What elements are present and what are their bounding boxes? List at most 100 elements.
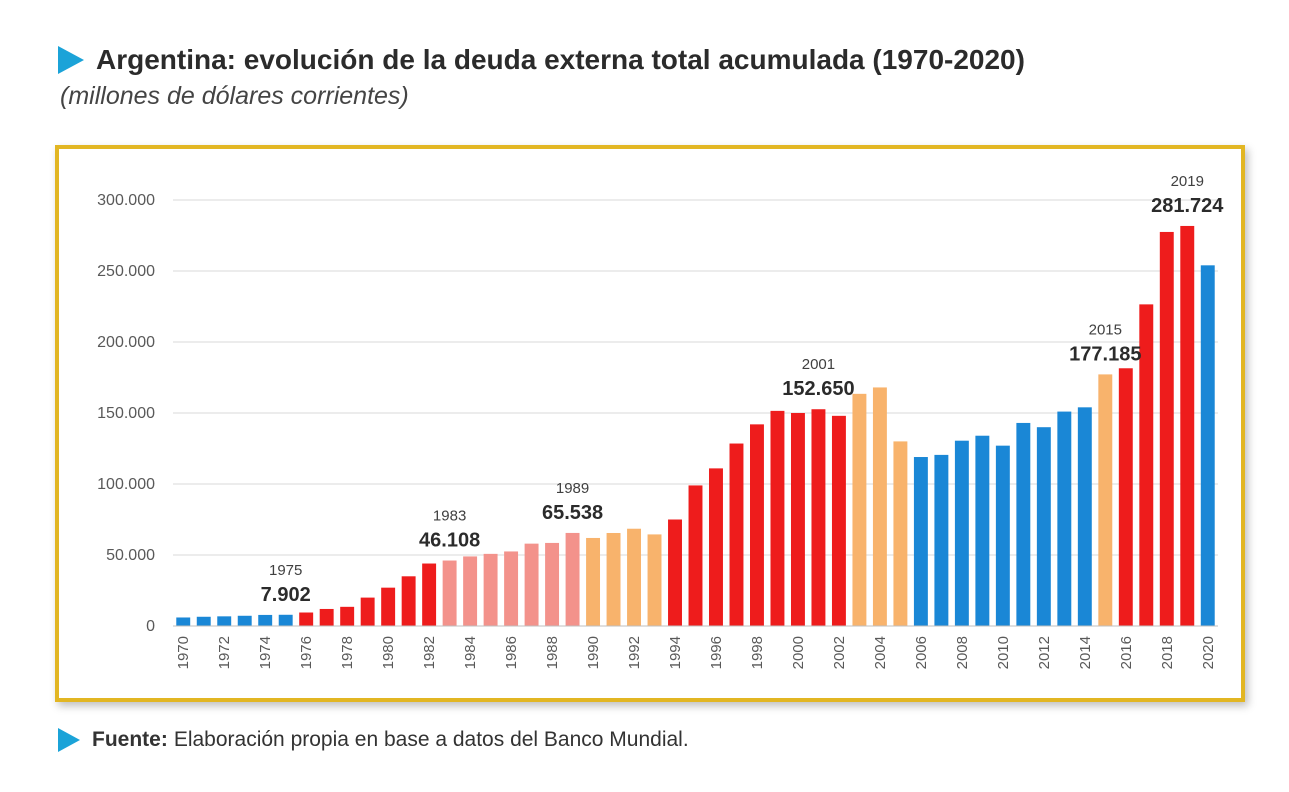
source-text: Elaboración propia en base a datos del B… xyxy=(173,728,689,751)
x-tick-label: 1982 xyxy=(421,636,438,669)
bar xyxy=(1036,427,1051,626)
chart-title: Argentina: evolución de la deuda externa… xyxy=(96,44,1025,75)
x-tick-label: 2014 xyxy=(1077,636,1094,669)
bar xyxy=(811,409,826,626)
x-tick-label: 1986 xyxy=(503,636,520,669)
x-tick-label: 1990 xyxy=(585,636,602,669)
bar xyxy=(319,608,334,626)
bar xyxy=(258,614,273,626)
y-tick-label: 250.000 xyxy=(97,263,155,280)
bar xyxy=(1118,368,1133,626)
bar xyxy=(1016,422,1031,626)
x-tick-label: 2018 xyxy=(1159,636,1176,669)
bar xyxy=(422,563,437,626)
bar xyxy=(360,597,375,626)
bar xyxy=(729,443,744,626)
x-tick-label: 2020 xyxy=(1200,636,1217,669)
source-note: Fuente: Elaboración propia en base a dat… xyxy=(58,728,689,752)
annotation-value: 177.185 xyxy=(1069,343,1141,365)
bar xyxy=(995,445,1010,626)
x-tick-label: 2002 xyxy=(831,636,848,669)
y-tick-label: 100.000 xyxy=(97,476,155,493)
bar xyxy=(872,387,887,626)
annotation-year: 2001 xyxy=(802,356,835,373)
x-tick-label: 1976 xyxy=(298,636,315,669)
bar xyxy=(688,485,703,626)
bar xyxy=(340,606,355,626)
y-tick-label: 150.000 xyxy=(97,405,155,422)
x-tick-label: 2008 xyxy=(954,636,971,669)
bar xyxy=(237,615,252,626)
x-tick-label: 2004 xyxy=(872,636,889,669)
triangle-marker-icon xyxy=(58,728,80,752)
bar xyxy=(709,468,723,626)
x-tick-label: 1984 xyxy=(462,636,479,669)
source-label: Fuente: xyxy=(92,728,168,751)
annotation-year: 2015 xyxy=(1089,321,1122,338)
y-tick-label: 50.000 xyxy=(106,547,155,564)
bar xyxy=(954,440,969,626)
x-tick-label: 1972 xyxy=(216,636,233,669)
x-tick-label: 1994 xyxy=(667,636,684,669)
bar xyxy=(831,415,846,626)
bar xyxy=(1180,225,1195,627)
x-tick-label: 2006 xyxy=(913,636,930,669)
bar xyxy=(483,553,498,626)
annotation-value: 152.650 xyxy=(782,378,854,400)
annotation-year: 1989 xyxy=(556,480,589,497)
y-tick-label: 200.000 xyxy=(97,334,155,351)
x-tick-label: 2016 xyxy=(1118,636,1135,669)
bar xyxy=(790,413,805,626)
annotation-value: 281.724 xyxy=(1151,195,1224,217)
chart-subtitle: (millones de dólares corrientes) xyxy=(60,82,409,110)
bar xyxy=(504,551,519,626)
x-tick-label: 1974 xyxy=(257,636,274,669)
annotation-year: 1983 xyxy=(433,508,466,525)
bar xyxy=(401,576,416,626)
annotation-year: 1975 xyxy=(269,562,302,579)
bar xyxy=(176,617,191,626)
bar xyxy=(299,612,314,626)
bar xyxy=(934,454,949,626)
bar xyxy=(647,534,662,626)
bar xyxy=(278,614,293,626)
bar xyxy=(217,616,232,626)
x-tick-label: 1998 xyxy=(749,636,766,669)
bar xyxy=(1057,411,1072,626)
bar xyxy=(913,457,928,626)
annotation-year: 2019 xyxy=(1171,173,1204,190)
y-tick-label: 300.000 xyxy=(97,192,155,209)
bar xyxy=(893,441,908,626)
bar xyxy=(565,532,580,626)
bar xyxy=(545,542,560,626)
bar xyxy=(852,393,867,626)
bar xyxy=(463,556,478,626)
x-tick-label: 2012 xyxy=(1036,636,1053,669)
title-row: Argentina: evolución de la deuda externa… xyxy=(58,44,1025,76)
x-tick-label: 1970 xyxy=(175,636,192,669)
bar xyxy=(196,616,211,626)
annotation-value: 7.902 xyxy=(261,584,311,606)
x-tick-label: 2010 xyxy=(995,636,1012,669)
bar xyxy=(770,410,785,626)
x-tick-label: 1996 xyxy=(708,636,725,669)
y-tick-label: 0 xyxy=(146,618,155,635)
bar xyxy=(606,532,621,626)
triangle-marker-icon xyxy=(58,46,84,74)
bar xyxy=(442,560,457,626)
x-tick-label: 1988 xyxy=(544,636,561,669)
bar xyxy=(381,587,396,626)
annotation-value: 46.108 xyxy=(419,530,480,552)
bar xyxy=(586,537,601,626)
x-tick-label: 1980 xyxy=(380,636,397,669)
bar xyxy=(1139,304,1154,626)
bar xyxy=(1159,231,1174,626)
bar xyxy=(975,435,990,626)
bar xyxy=(627,528,641,626)
x-tick-label: 2000 xyxy=(790,636,807,669)
bar xyxy=(668,519,682,626)
bar xyxy=(1098,374,1113,626)
bar xyxy=(524,543,539,626)
bar xyxy=(1077,407,1092,626)
